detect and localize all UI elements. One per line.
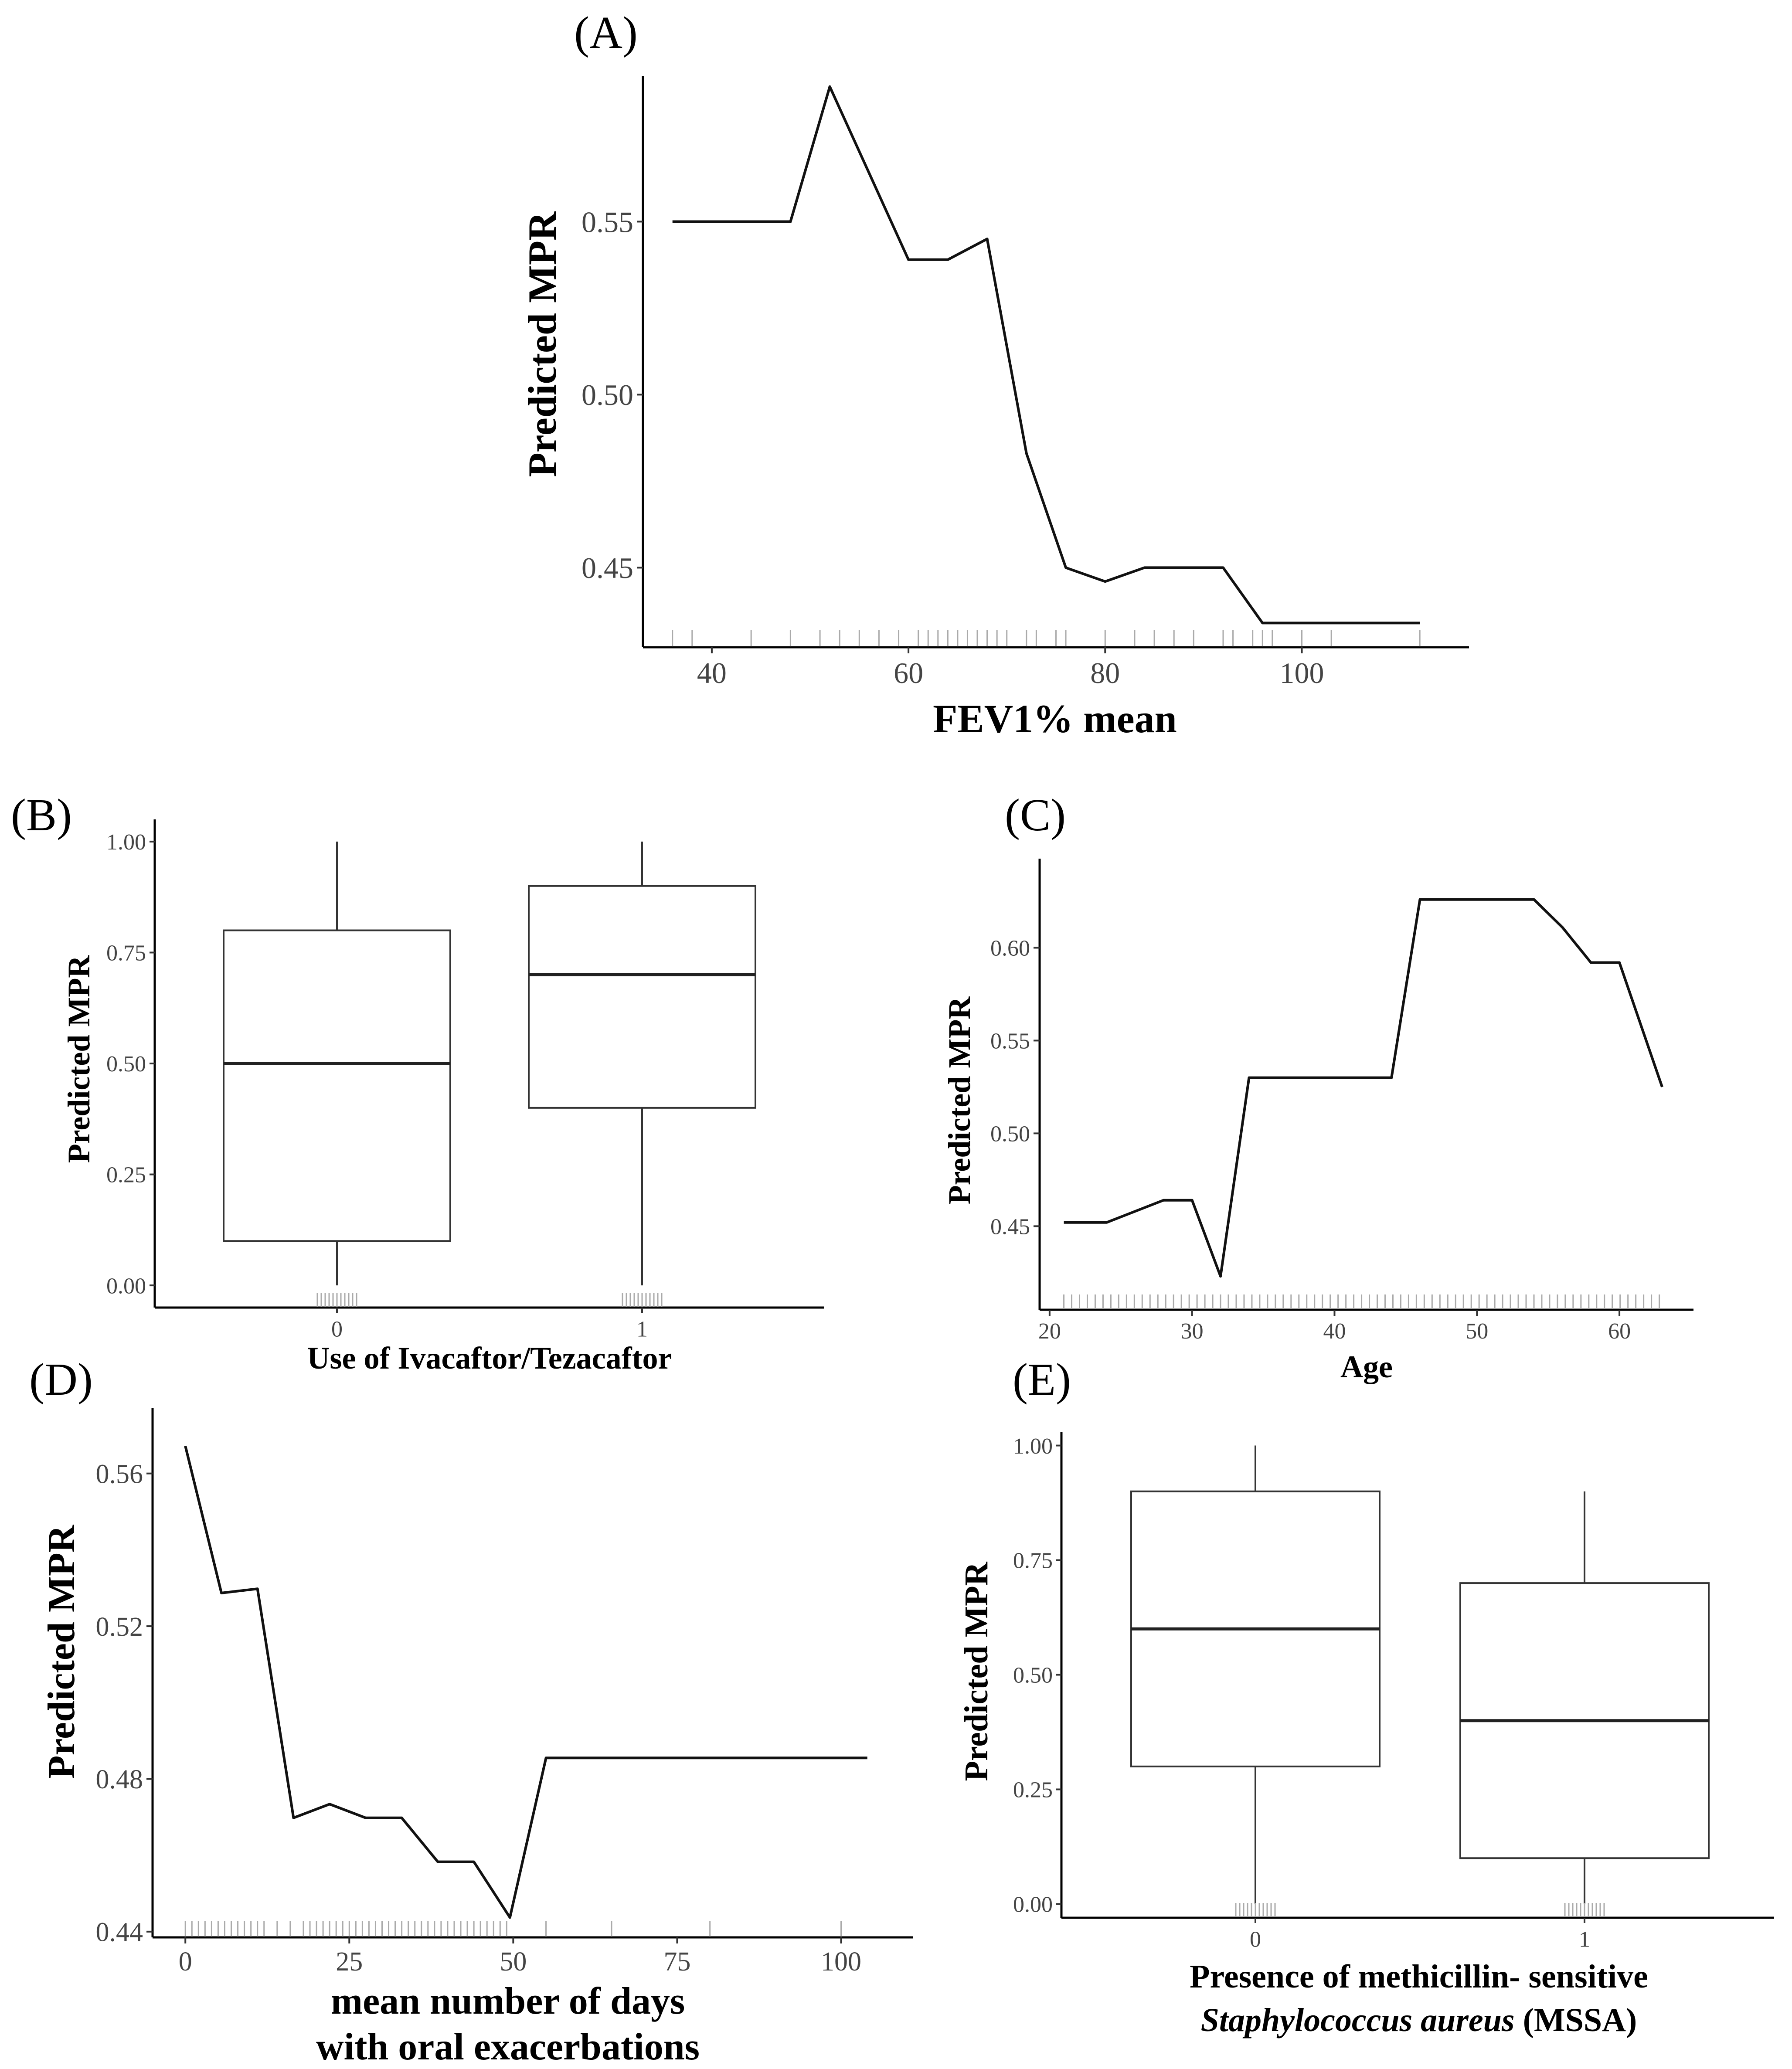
- d-y-tick-label: 0.44: [96, 1918, 143, 1947]
- panel-b-label: (B): [11, 789, 72, 840]
- e-y-tick-label: 0.50: [1013, 1663, 1053, 1688]
- a-x-tick-label: 80: [1090, 656, 1120, 690]
- panel-c: (C) 0.45 0.50 0.55 0.60 20 30 40 50 60 Predicte…: [942, 789, 1693, 1384]
- panel-c-y-axis-label: Predicted MPR: [942, 996, 977, 1205]
- b-y-tick-label: 0.50: [106, 1052, 146, 1077]
- d-y-tick-label: 0.56: [96, 1459, 143, 1489]
- c-x-tick-label: 20: [1038, 1319, 1061, 1344]
- a-x-tick-label: 40: [697, 656, 727, 690]
- panel-e-label: (E): [1013, 1354, 1071, 1405]
- c-y-tick-label: 0.55: [990, 1029, 1030, 1054]
- panel-a-y-axis-label: Predicted MPR: [520, 211, 564, 477]
- panel-c-label: (C): [1005, 789, 1066, 840]
- b-box-iqr: [528, 885, 756, 1109]
- a-y-tick-label: 0.50: [581, 378, 633, 411]
- panel-d-x-axis-label-line1: mean number of days: [331, 1980, 685, 2022]
- panel-e: (E) 0.00 0.25 0.50 0.75 1.00 0 1 Predicted MP…: [958, 1354, 1774, 2038]
- a-y-tick-label: 0.55: [581, 205, 633, 238]
- b-x-tick-label: 1: [636, 1317, 648, 1342]
- panel-e-y-axis-label: Predicted MPR: [958, 1561, 995, 1781]
- b-x-tick-label: 0: [331, 1317, 343, 1342]
- d-y-tick-label: 0.48: [96, 1765, 143, 1794]
- b-y-tick-label: 0.25: [106, 1163, 146, 1188]
- c-y-tick-label: 0.60: [990, 936, 1030, 961]
- panel-a-series-line: [672, 85, 1420, 625]
- e-x-tick-label: 1: [1579, 1927, 1590, 1952]
- panel-b-x-axis-label: Use of Ivacaftor/Tezacaftor: [307, 1341, 672, 1376]
- d-x-tick-label: 0: [179, 1947, 192, 1977]
- b-y-tick-label: 1.00: [106, 830, 146, 855]
- panel-b: (B) 0.00 0.25 0.50 0.75 1.00 0 1 Predicted MP…: [11, 789, 824, 1376]
- panel-d-series-line: [184, 1445, 867, 1919]
- d-x-tick-label: 25: [336, 1947, 363, 1977]
- b-y-tick-label: 0.00: [106, 1274, 146, 1298]
- a-y-tick-label: 0.45: [581, 551, 633, 584]
- c-x-tick-label: 50: [1466, 1319, 1488, 1344]
- panel-a: (A) 0.45 0.50 0.55 40 60 80 100 Predicted MPR…: [520, 7, 1469, 741]
- panel-e-x-axis-label-line2: Staphylococcus aureus (MSSA): [1201, 2002, 1637, 2038]
- c-x-tick-label: 30: [1181, 1319, 1204, 1344]
- panel-e-x-axis-label-abbrev: (MSSA): [1515, 2002, 1637, 2038]
- a-x-tick-label: 60: [894, 656, 923, 690]
- c-y-tick-label: 0.45: [990, 1215, 1030, 1240]
- d-x-tick-label: 50: [500, 1947, 527, 1977]
- e-x-tick-label: 0: [1250, 1927, 1261, 1952]
- b-box-iqr: [223, 929, 451, 1242]
- panel-c-x-axis-label: Age: [1340, 1349, 1393, 1384]
- e-y-tick-label: 0.75: [1013, 1549, 1053, 1573]
- d-x-tick-label: 100: [821, 1947, 861, 1977]
- e-y-tick-label: 1.00: [1013, 1434, 1053, 1459]
- e-y-tick-label: 0.25: [1013, 1778, 1053, 1803]
- panel-a-label: (A): [574, 7, 638, 58]
- d-y-tick-label: 0.52: [96, 1612, 143, 1642]
- d-x-tick-label: 75: [663, 1947, 690, 1977]
- e-y-tick-label: 0.00: [1013, 1892, 1053, 1917]
- b-y-tick-label: 0.75: [106, 941, 146, 966]
- panel-e-x-axis-label-species: Staphylococcus aureus: [1201, 2002, 1515, 2038]
- panel-d: (D) 0.44 0.48 0.52 0.56 0 25 50 75 100 Predicte…: [29, 1354, 913, 2068]
- panel-d-y-axis-label: Predicted MPR: [41, 1524, 83, 1779]
- panel-c-series-line: [1064, 898, 1663, 1278]
- panel-d-label: (D): [29, 1354, 93, 1405]
- panel-b-y-axis-label: Predicted MPR: [61, 955, 96, 1163]
- panel-d-x-axis-label-line2: with oral exacerbations: [316, 2026, 700, 2068]
- c-x-tick-label: 40: [1323, 1319, 1346, 1344]
- a-x-tick-label: 100: [1279, 656, 1324, 690]
- panel-a-x-axis-label: FEV1% mean: [933, 696, 1177, 741]
- c-x-tick-label: 60: [1608, 1319, 1631, 1344]
- panel-e-x-axis-label-line1: Presence of methicillin- sensitive: [1190, 1958, 1648, 1995]
- c-y-tick-label: 0.50: [990, 1122, 1030, 1147]
